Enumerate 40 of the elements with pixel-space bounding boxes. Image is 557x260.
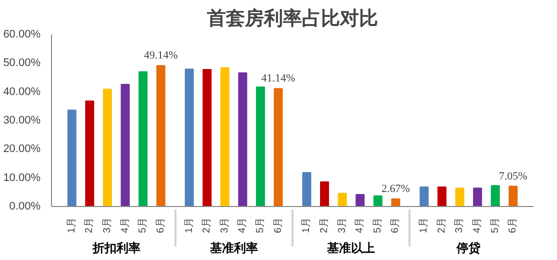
y-tick-label: 30.00% bbox=[3, 114, 41, 126]
text: 基准利率 bbox=[208, 241, 258, 256]
y-tick-label: 0.00% bbox=[9, 200, 41, 212]
x-tick-label: 3月 bbox=[102, 218, 113, 234]
text: 停贷 bbox=[456, 241, 481, 256]
x-tick-label: 5月 bbox=[138, 218, 149, 234]
x-tick-label: 6月 bbox=[272, 218, 284, 234]
x-tick-label: 2月 bbox=[436, 218, 448, 234]
x-tick-label: 6月 bbox=[155, 218, 166, 234]
x-tick-label: 5月 bbox=[254, 218, 266, 234]
y-tick-label: 10.00% bbox=[3, 172, 41, 184]
x-tick-label: 3月 bbox=[454, 218, 466, 234]
x-tick-label: 1月 bbox=[418, 218, 430, 234]
x-tick-label: 4月 bbox=[237, 218, 248, 234]
x-tick-label: 4月 bbox=[472, 218, 484, 234]
y-tick-label: 40.00% bbox=[3, 86, 41, 98]
data-label: 49.14% bbox=[144, 50, 178, 62]
data-label: 2.67% bbox=[381, 182, 410, 195]
x-tick-label: 1月 bbox=[184, 218, 195, 234]
x-tick-label: 1月 bbox=[301, 218, 312, 234]
x-tick-label: 3月 bbox=[336, 218, 348, 234]
x-tick-label: 6月 bbox=[508, 218, 519, 234]
x-tick-label: 2月 bbox=[319, 218, 330, 234]
text: 基准以上 bbox=[326, 241, 376, 256]
x-tick-label: 4月 bbox=[354, 218, 366, 234]
x-tick-label: 5月 bbox=[490, 218, 501, 234]
x-tick-label: 2月 bbox=[84, 218, 96, 234]
x-tick-label: 6月 bbox=[390, 218, 402, 234]
chart-title: 首套房利率占比对比 bbox=[206, 8, 378, 30]
y-tick-label: 60.00% bbox=[3, 28, 41, 40]
x-tick-label: 5月 bbox=[372, 218, 384, 234]
x-tick-label: 3月 bbox=[219, 218, 230, 234]
y-tick-label: 20.00% bbox=[3, 143, 41, 156]
data-label: 7.05% bbox=[498, 170, 528, 182]
x-tick-label: 1月 bbox=[66, 218, 78, 234]
text: 折扣利率 bbox=[91, 241, 140, 256]
y-tick-label: 50.00% bbox=[3, 57, 41, 70]
x-tick-label: 2月 bbox=[202, 218, 213, 234]
data-label: 41.14% bbox=[261, 72, 296, 85]
x-tick-label: 4月 bbox=[120, 218, 131, 234]
